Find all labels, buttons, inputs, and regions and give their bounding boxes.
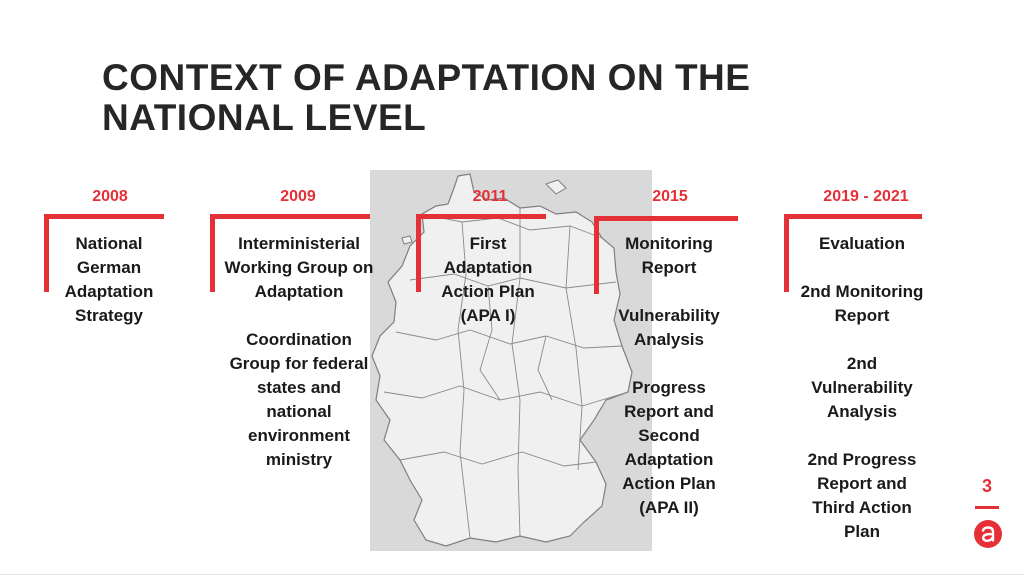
timeline-bar-vertical	[784, 214, 789, 292]
timeline-bar-horizontal	[594, 216, 738, 221]
timeline-item: 2nd Vulnerability Analysis	[811, 354, 913, 421]
timeline-bar-vertical	[210, 214, 215, 292]
slide-title-line-1: CONTEXT OF ADAPTATION ON THE	[102, 57, 751, 98]
timeline-item: First Adaptation Action Plan (APA I)	[441, 234, 535, 325]
timeline-year-2019-2021: 2019 - 2021	[823, 188, 909, 205]
germany-map	[370, 170, 652, 551]
timeline-bar-horizontal	[784, 214, 922, 219]
timeline-year-2009: 2009	[280, 188, 316, 205]
timeline-year-2008: 2008	[92, 188, 128, 205]
timeline-item: Monitoring Report	[625, 234, 713, 277]
timeline-bar-horizontal	[210, 214, 370, 219]
timeline-item: Interministerial Working Group on Adapta…	[224, 234, 374, 301]
timeline-bar-vertical	[594, 216, 599, 294]
timeline-item: 2nd Progress Report and Third Action Pla…	[807, 450, 917, 541]
timeline-column-2009: Interministerial Working Group on Adapta…	[224, 232, 374, 472]
slide-title: CONTEXT OF ADAPTATION ON THE NATIONAL LE…	[102, 58, 750, 138]
bottom-divider	[0, 574, 1024, 575]
timeline-item: Evaluation	[819, 234, 905, 253]
page-number-underline	[975, 506, 999, 509]
timeline-year-2015: 2015	[652, 188, 688, 205]
timeline-bar-vertical	[416, 214, 421, 292]
germany-map-outline	[371, 173, 633, 547]
timeline-column-2008: National German Adaptation Strategy	[54, 232, 164, 328]
timeline-column-2015: Monitoring Report Vulnerability Analysis…	[604, 232, 734, 520]
page-number: 3	[981, 476, 992, 496]
timeline-bar-horizontal	[416, 214, 546, 219]
timeline-year-2011: 2011	[472, 188, 508, 205]
a-letter-logo-icon	[974, 520, 1002, 548]
timeline-item: Progress Report and Second Adaptation Ac…	[622, 378, 716, 517]
slide-title-line-2: NATIONAL LEVEL	[102, 97, 427, 138]
timeline-item: Vulnerability Analysis	[618, 306, 720, 349]
timeline-item: 2nd Monitoring Report	[800, 282, 924, 325]
timeline-item: National German Adaptation Strategy	[64, 234, 154, 325]
timeline-item: Coordination Group for federal states an…	[229, 330, 369, 469]
timeline-column-2019-2021: Evaluation 2nd Monitoring Report 2nd Vul…	[794, 232, 930, 544]
timeline-column-2011: First Adaptation Action Plan (APA I)	[428, 232, 548, 328]
timeline-bar-vertical	[44, 214, 49, 292]
timeline-bar-horizontal	[44, 214, 164, 219]
